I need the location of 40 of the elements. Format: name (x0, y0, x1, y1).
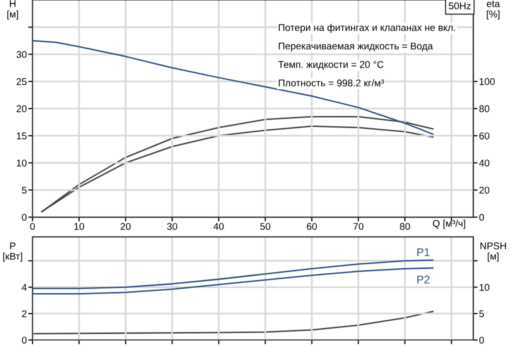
y2-axis-title: NPSH [м] (480, 242, 506, 262)
y-tick-label: 20 (16, 105, 27, 112)
y-tick-label: 25 (16, 78, 27, 86)
y2-tick-label: 80 (479, 105, 490, 112)
chart-title: 50Hz (448, 2, 471, 10)
y2-tick-label: 0 (479, 336, 484, 344)
y-axis-title: H [м] (7, 0, 18, 20)
x-tick-label: 50 (260, 222, 270, 230)
annotation: Темп. жидкости = 20 °C (278, 61, 384, 70)
y-tick-label: 5 (22, 186, 27, 194)
x-tick-label: 40 (214, 222, 224, 230)
x-tick-label: 20 (120, 222, 131, 230)
annotation: Перекачиваемая жидкость = Вода (278, 42, 433, 52)
annotation: Плотность = 998.2 кг/м³ (278, 79, 384, 86)
y-tick-label: 10 (16, 160, 27, 166)
y2-tick-label: 5 (479, 310, 484, 318)
y2-tick-label: 10 (480, 284, 490, 291)
x-axis-title: Q [м³/ч] (432, 220, 466, 229)
x-tick-label: 10 (74, 222, 84, 230)
y-tick-label: 2 (22, 310, 26, 318)
y2-tick-label: 40 (479, 160, 490, 166)
y2-axis-title: eta [%] (486, 0, 500, 20)
y-tick-label: 4 (22, 284, 27, 291)
y-tick-label: 30 (16, 51, 27, 58)
y-tick-label: 15 (16, 132, 27, 140)
x-tick-label: 70 (353, 222, 364, 230)
y-tick-label: 0 (22, 214, 27, 221)
x-tick-label: 60 (306, 222, 317, 230)
y2-tick-label: 0 (479, 214, 484, 221)
y-axis-title: P [кВт] (3, 242, 22, 262)
series-label: P1 (417, 248, 430, 256)
series-label: P2 (417, 276, 430, 284)
annotation: Потери на фитингах и клапанах не вкл. (278, 24, 456, 33)
y-tick-label: 0 (22, 336, 27, 344)
x-tick-label: 80 (400, 222, 410, 230)
y2-tick-label: 100 (480, 78, 495, 86)
y2-tick-label: 60 (479, 132, 490, 140)
y2-tick-label: 20 (479, 186, 490, 194)
x-tick-label: 30 (167, 222, 178, 230)
x-tick-label: 0 (30, 222, 35, 230)
